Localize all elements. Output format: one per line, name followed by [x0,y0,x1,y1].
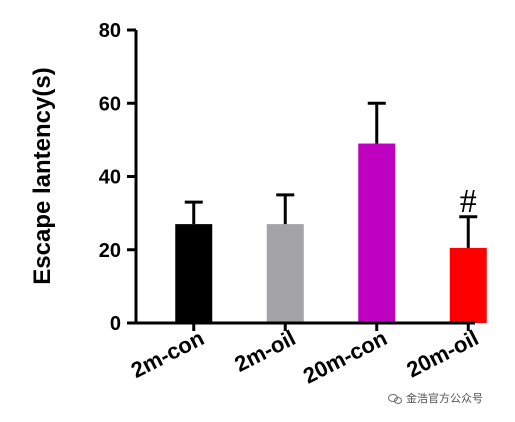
watermark: 金浩官方公众号 [388,390,483,406]
bar-20m-con [358,143,396,323]
annotation-20m-oil: # [460,183,477,220]
bars-layer [175,143,487,323]
y-tick-label-80: 80 [99,20,121,42]
y-tick-label-0: 0 [110,313,121,335]
x-tick-label-2m-oil: 2m-oil [230,325,299,377]
bar-2m-oil [266,224,304,323]
x-tick-label-20m-con: 20m-con [299,325,391,388]
wechat-icon [388,393,402,404]
y-tick-label-20: 20 [99,240,121,262]
bar-20m-oil [449,247,487,323]
bar-2m-con [175,224,213,323]
labels-layer: 2m-con 2m-oil 20m-con 20m-oil 0 20 40 60 80 # [99,20,483,389]
error-bars-layer [184,101,478,248]
y-tick-label-60: 60 [99,93,121,115]
x-tick-label-20m-oil: 20m-oil [403,325,483,382]
watermark-text: 金浩官方公众号 [406,392,483,405]
y-tick-label-40: 40 [99,167,121,189]
x-tick-label-2m-con: 2m-con [127,325,208,383]
y-axis-label: Escape lantency(s) [29,67,56,284]
axes-layer [127,28,475,331]
